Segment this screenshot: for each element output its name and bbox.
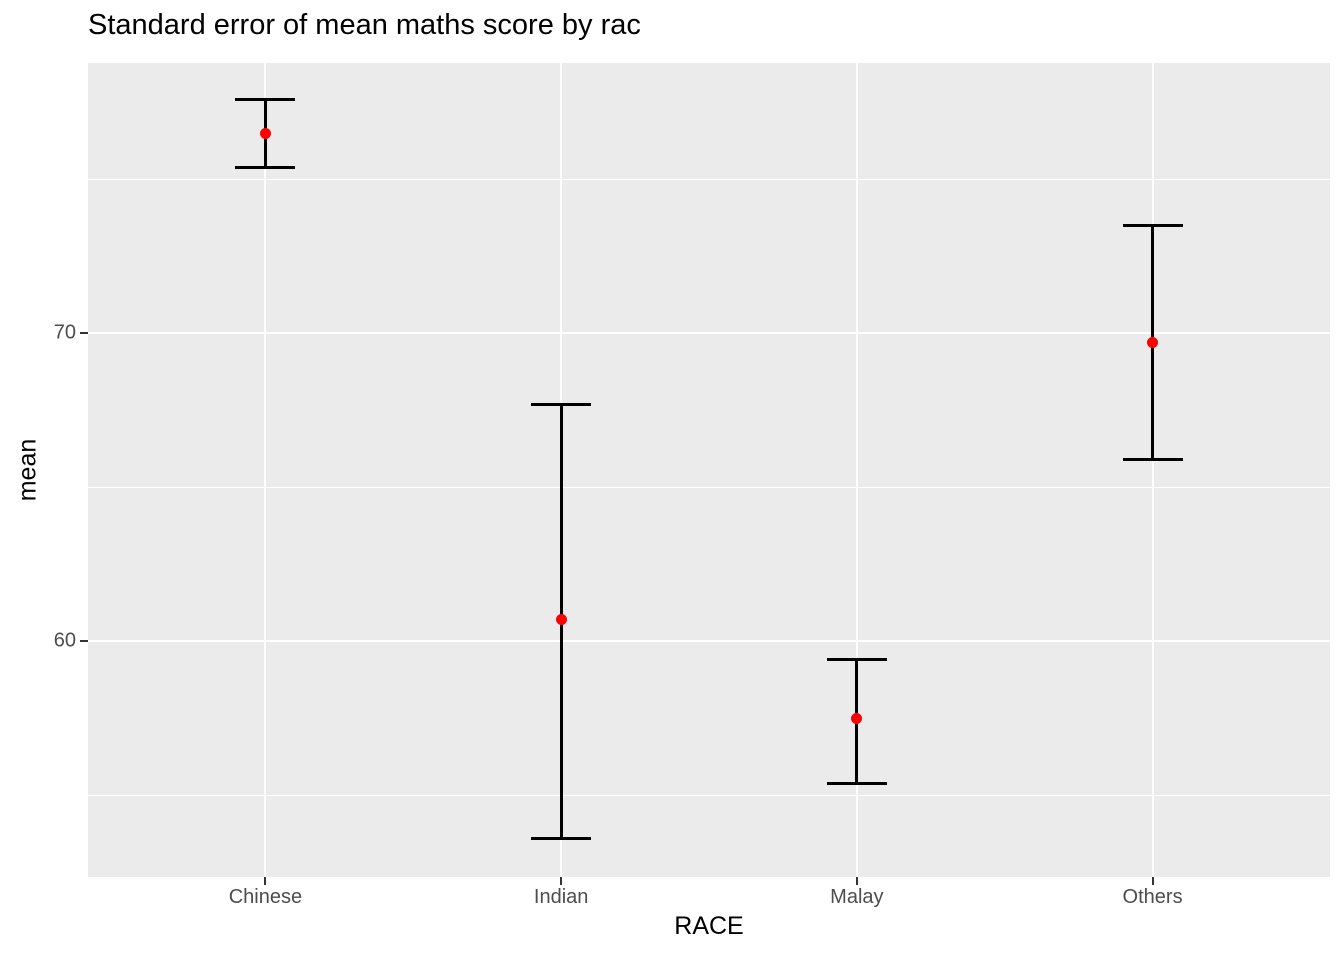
minor-gridline-horizontal — [88, 486, 1330, 488]
x-axis-tick-mark — [855, 877, 858, 885]
x-axis-title: RACE — [674, 912, 744, 940]
major-gridline-horizontal — [88, 640, 1330, 643]
minor-gridline-horizontal — [88, 178, 1330, 180]
mean-point — [851, 712, 863, 724]
errorbar-cap-top — [1122, 224, 1183, 228]
x-axis-tick-mark — [560, 877, 563, 885]
y-axis-title: mean — [13, 438, 42, 502]
errorbar-cap-top — [235, 97, 296, 101]
minor-gridline-horizontal — [88, 794, 1330, 796]
errorbar-cap-bottom — [826, 781, 887, 785]
errorbar-cap-bottom — [531, 837, 592, 840]
errorbar-cap-bottom — [1122, 458, 1183, 462]
mean-point — [555, 614, 567, 626]
chart-title: Standard error of mean maths score by ra… — [88, 9, 641, 41]
x-axis-tick-label: Indian — [533, 886, 589, 908]
y-axis-tick-mark — [80, 332, 88, 335]
x-axis-tick-mark — [1151, 877, 1154, 885]
y-axis-tick-mark — [80, 640, 88, 643]
errorbar-cap-bottom — [235, 165, 296, 169]
errorbar-cap-top — [826, 658, 887, 662]
major-gridline-horizontal — [88, 332, 1330, 335]
errorbar-cap-top — [531, 402, 592, 406]
mean-point — [259, 127, 271, 139]
x-axis-tick-label: Others — [1122, 886, 1183, 908]
major-gridline-vertical — [1151, 63, 1154, 877]
x-axis-tick-mark — [264, 877, 267, 885]
plot-panel — [88, 63, 1330, 877]
mean-point — [1147, 337, 1159, 349]
x-axis-tick-label: Malay — [830, 886, 884, 908]
y-axis-tick-label: 60 — [53, 629, 76, 652]
major-gridline-vertical — [264, 63, 267, 877]
x-axis-tick-label: Chinese — [228, 886, 303, 908]
y-axis-tick-label: 70 — [53, 321, 76, 344]
major-gridline-vertical — [855, 63, 858, 877]
